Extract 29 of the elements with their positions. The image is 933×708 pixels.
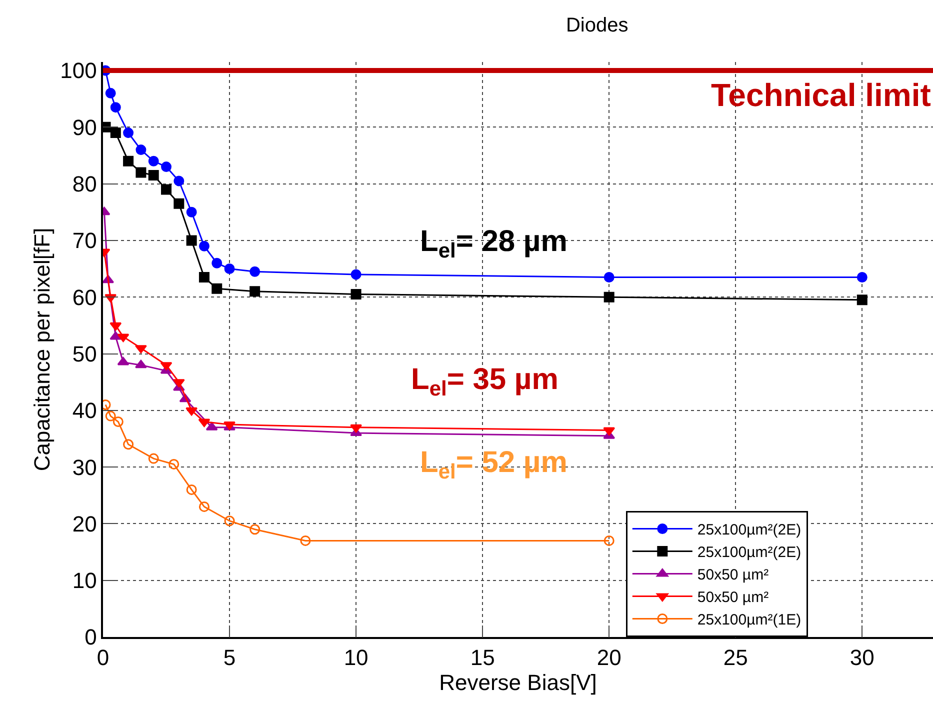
legend-label: 25x100µm²(1E) bbox=[697, 612, 802, 629]
legend-label: 25x100µm²(2E) bbox=[697, 522, 802, 539]
ref-line-label: Technical limit bbox=[711, 77, 932, 113]
y-axis-title: Capacitance per pixel[fF] bbox=[29, 228, 54, 472]
legend-label: 50x50 µm² bbox=[697, 566, 769, 584]
y-tick-label: 80 bbox=[72, 172, 97, 196]
chart-title: Diodes bbox=[566, 14, 628, 37]
y-tick-label: 10 bbox=[72, 568, 97, 594]
y-tick-label: 50 bbox=[72, 341, 97, 366]
legend-label: 25x100µm²(2E) bbox=[697, 544, 802, 562]
x-tick-label: 30 bbox=[850, 645, 874, 670]
y-tick-label: 40 bbox=[72, 398, 97, 424]
x-tick-label: 25 bbox=[723, 645, 748, 670]
x-tick-label: 10 bbox=[344, 645, 368, 670]
y-tick-label: 30 bbox=[72, 454, 97, 480]
y-tick-label: 70 bbox=[72, 228, 97, 254]
x-tick-label: 15 bbox=[470, 645, 495, 670]
annotation: L$_{el}$= 35 µm bbox=[411, 363, 558, 400]
y-tick-label: 0 bbox=[84, 624, 97, 650]
legend-label: 50x50 µm² bbox=[697, 589, 769, 606]
y-tick-label: 60 bbox=[72, 284, 97, 310]
x-axis-title: Reverse Bias[V] bbox=[439, 670, 597, 696]
y-tick-label: 20 bbox=[72, 511, 97, 536]
x-tick-label: 20 bbox=[596, 645, 622, 670]
annotation: L$_{el}$= 52 µm bbox=[420, 446, 568, 484]
annotation: L$_{el}$= 28 µm bbox=[420, 225, 568, 262]
y-tick-label: 100 bbox=[60, 58, 97, 84]
y-tick-label: 90 bbox=[72, 114, 97, 140]
x-tick-label: 5 bbox=[223, 645, 236, 670]
